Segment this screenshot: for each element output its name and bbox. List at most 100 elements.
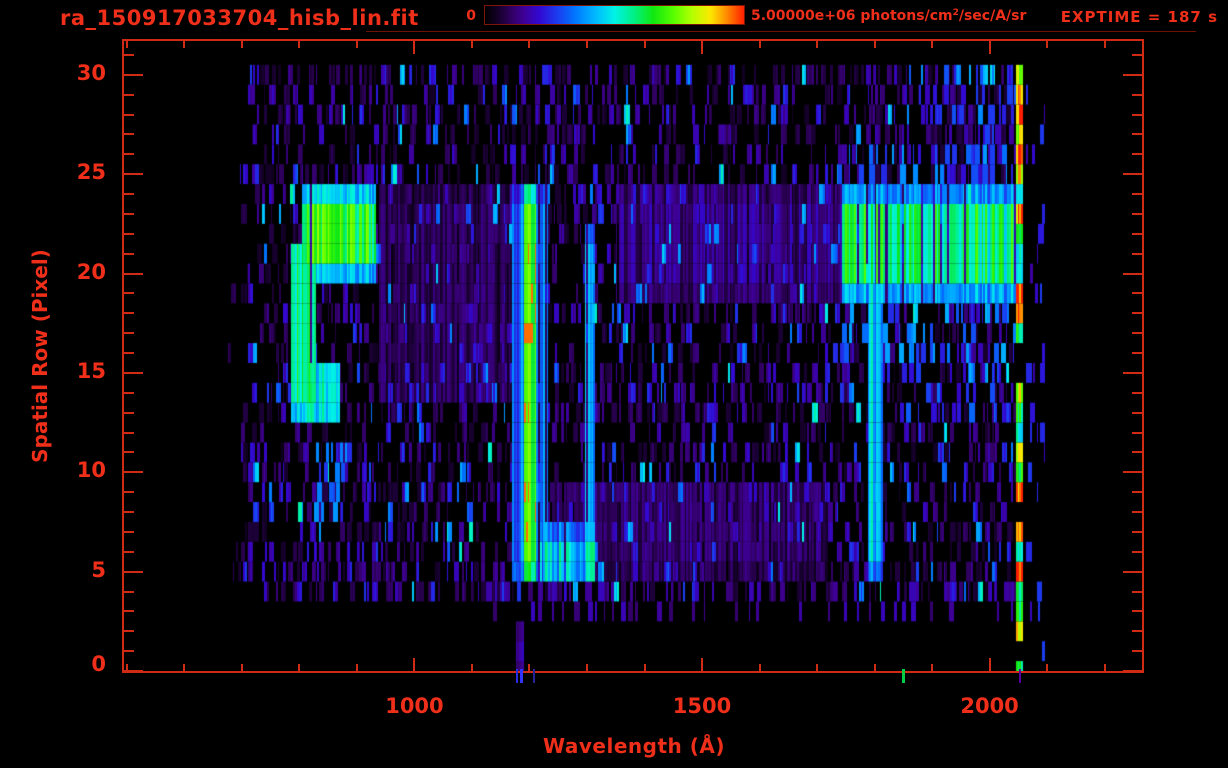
y-axis-tick [124, 530, 134, 533]
colorbar-max-label: 5.00000e+06 photons/cm2/sec/A/sr [751, 8, 1027, 24]
x-axis-tick [356, 664, 358, 671]
y-axis-tick-right [1132, 650, 1142, 653]
x-axis-tick [644, 664, 646, 671]
x-axis-tick-top [759, 41, 761, 48]
y-axis-tick [124, 471, 143, 474]
y-tick-label: 10 [76, 458, 106, 483]
y-tick-label: 5 [91, 557, 106, 582]
y-axis-tick [124, 272, 143, 275]
y-axis-tick [124, 391, 134, 394]
y-axis-tick [124, 133, 134, 136]
y-axis-tick [124, 570, 143, 573]
x-axis-tick [816, 664, 818, 671]
y-axis-tick [124, 371, 143, 374]
y-axis-tick-right [1132, 212, 1142, 215]
y-axis-tick [124, 73, 143, 76]
y-axis-tick-right [1132, 53, 1142, 56]
y-tick-label: 30 [76, 60, 106, 85]
y-axis-tick-right [1132, 590, 1142, 593]
y-axis-tick [124, 352, 134, 355]
y-axis-tick-right [1132, 133, 1142, 136]
y-axis-tick [124, 431, 134, 434]
file-title: ra_150917033704_hisb_lin.fit [60, 6, 419, 30]
y-axis-tick [124, 630, 134, 633]
x-axis-tick [471, 664, 473, 671]
y-axis-tick-right [1132, 530, 1142, 533]
x-axis-tick-top [356, 41, 358, 48]
y-axis-tick [124, 451, 134, 454]
y-axis-title: Spatial Row (Pixel) [28, 249, 52, 463]
y-axis-tick [124, 212, 134, 215]
x-axis-tick-top [644, 41, 646, 48]
y-axis-tick-right [1132, 93, 1142, 96]
y-axis-tick-right [1132, 451, 1142, 454]
colorbar-min-label: 0 [466, 8, 476, 24]
x-axis-tick-top [1104, 41, 1106, 48]
y-axis-tick-right [1123, 173, 1142, 176]
x-axis-tick-top [989, 41, 991, 54]
y-axis-tick [124, 93, 134, 96]
x-axis-tick [874, 664, 876, 671]
x-axis-tick [759, 664, 761, 671]
x-tick-label: 1500 [672, 694, 732, 718]
y-tick-label: 25 [76, 160, 106, 185]
plot-frame [122, 39, 1144, 673]
colorbar-unit-superscript: 2 [952, 8, 959, 18]
y-axis-tick-right [1132, 153, 1142, 156]
colorbar-max-value: 5.00000e+06 [751, 8, 856, 24]
y-axis-tick-right [1123, 471, 1142, 474]
y-axis-tick [124, 173, 143, 176]
y-tick-label: 0 [91, 652, 106, 676]
x-axis-tick [989, 658, 991, 671]
y-axis-tick-right [1132, 332, 1142, 335]
x-axis-tick [1046, 664, 1048, 671]
exposure-time-label: EXPTIME = 187 s [1060, 8, 1218, 26]
x-axis-tick-top [931, 41, 933, 48]
x-axis-tick-top [816, 41, 818, 48]
x-axis-tick [241, 664, 243, 671]
y-axis-tick-right [1132, 610, 1142, 613]
x-axis-tick-top [528, 41, 530, 48]
colorbar-unit-suffix: /sec/A/sr [958, 8, 1027, 24]
x-axis-tick-top [126, 41, 128, 48]
y-axis-tick [124, 610, 134, 613]
y-axis-tick-right [1132, 431, 1142, 434]
y-axis-tick [124, 590, 134, 593]
x-axis-tick-top [586, 41, 588, 48]
colorbar-unit-prefix: photons/cm [855, 8, 953, 24]
y-axis-tick-right [1132, 550, 1142, 553]
y-axis-tick [124, 550, 134, 553]
row0-bleed-line [902, 669, 905, 683]
x-axis-tick [931, 664, 933, 671]
y-axis-tick-right [1123, 570, 1142, 573]
y-axis-tick-right [1132, 113, 1142, 116]
x-axis-tick [298, 664, 300, 671]
y-axis-tick [124, 650, 134, 653]
y-axis-tick-right [1132, 232, 1142, 235]
x-tick-label: 2000 [960, 694, 1019, 718]
x-axis-tick [1104, 664, 1106, 671]
y-axis-tick [124, 511, 134, 513]
y-axis-tick-right [1132, 491, 1142, 494]
x-axis-tick [586, 664, 588, 671]
x-axis-tick-top [1046, 41, 1048, 48]
x-axis-tick [528, 664, 530, 671]
x-axis-tick-top [183, 41, 185, 48]
y-axis-tick-right [1132, 391, 1142, 394]
y-axis-tick-right [1132, 252, 1142, 255]
row0-bleed-line [520, 669, 523, 683]
x-axis-tick [183, 664, 185, 671]
y-axis-tick [124, 252, 134, 255]
x-axis-tick [126, 664, 128, 671]
y-axis-tick-right [1123, 272, 1142, 275]
y-axis-tick [124, 113, 134, 116]
y-axis-tick [124, 153, 134, 156]
y-axis-tick-right [1132, 411, 1142, 414]
y-axis-tick-right [1132, 630, 1142, 633]
y-tick-label: 15 [76, 358, 106, 383]
x-axis-tick-top [298, 41, 300, 48]
x-axis-tick-top [701, 41, 703, 54]
y-axis-tick [124, 232, 134, 235]
y-axis-tick [124, 491, 134, 494]
y-axis-tick-right [1132, 312, 1142, 315]
